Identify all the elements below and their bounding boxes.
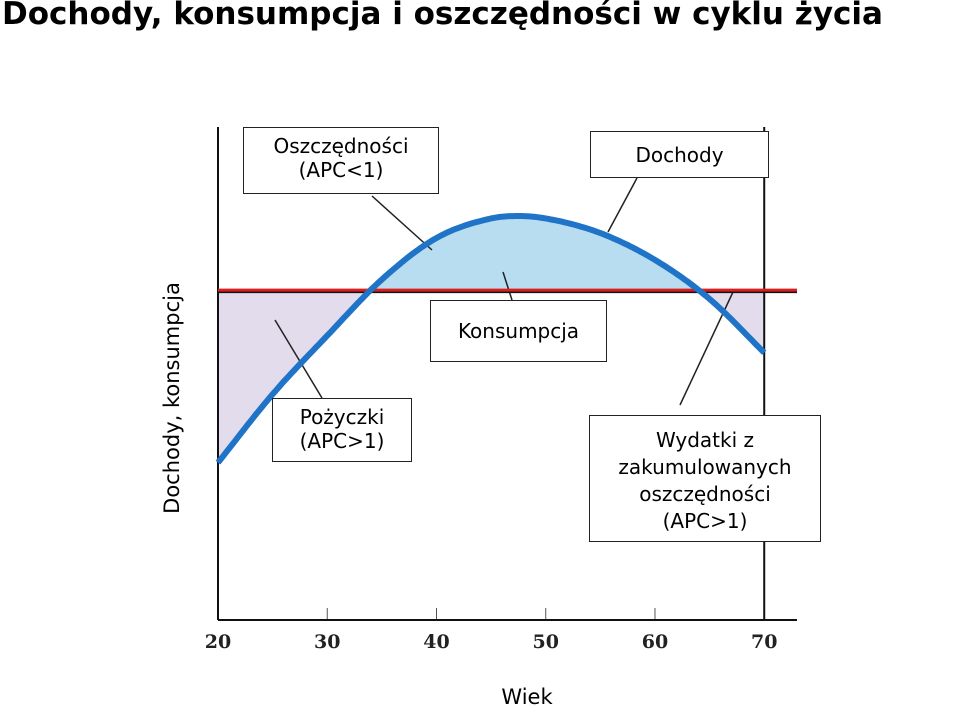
dissaving-callout: Wydatki z zakumulowanych oszczędności (A… xyxy=(589,415,821,542)
consumption-callout-label: Konsumpcja xyxy=(457,319,580,343)
dissaving-callout-line4: (APC>1) xyxy=(662,509,748,533)
savings-callout-line2: (APC<1) xyxy=(298,158,384,182)
income-leader xyxy=(607,177,638,233)
x-tick-label-50: 50 xyxy=(533,631,559,653)
borrowing-callout: Pożyczki (APC>1) xyxy=(272,398,412,462)
x-tick-label-30: 30 xyxy=(314,631,340,653)
dissaving-callout-line2: zakumulowanych xyxy=(618,455,792,479)
borrowing-leader xyxy=(274,319,323,399)
chart-title: Dochody, konsumpcja i oszczędności w cyk… xyxy=(2,0,883,32)
dissaving-callout-line3: oszczędności xyxy=(639,482,771,506)
x-tick-label-60: 60 xyxy=(642,631,668,653)
savings-leader xyxy=(371,195,433,251)
consumption-callout: Konsumpcja xyxy=(430,300,607,362)
income-callout-label: Dochody xyxy=(635,143,724,167)
borrowing-callout-line1: Pożyczki xyxy=(299,405,385,429)
dissaving-callout-line1: Wydatki z xyxy=(655,428,755,452)
income-curve xyxy=(215,213,767,465)
y-axis-label: Dochody, konsumpcja xyxy=(160,282,184,514)
consumption-leader xyxy=(502,271,513,301)
income-callout: Dochody xyxy=(590,131,769,178)
savings-callout: Oszczędności (APC<1) xyxy=(243,127,439,194)
x-tick-label-40: 40 xyxy=(423,631,449,653)
savings-area xyxy=(370,216,699,292)
dissaving-area xyxy=(701,291,765,353)
x-tick-label-20: 20 xyxy=(205,631,231,653)
x-tick-label-70: 70 xyxy=(751,631,777,653)
borrowing-area xyxy=(218,291,369,463)
borrowing-callout-line2: (APC>1) xyxy=(299,429,385,453)
x-axis-label: Wiek xyxy=(501,685,553,709)
savings-callout-line1: Oszczędności xyxy=(273,134,409,158)
